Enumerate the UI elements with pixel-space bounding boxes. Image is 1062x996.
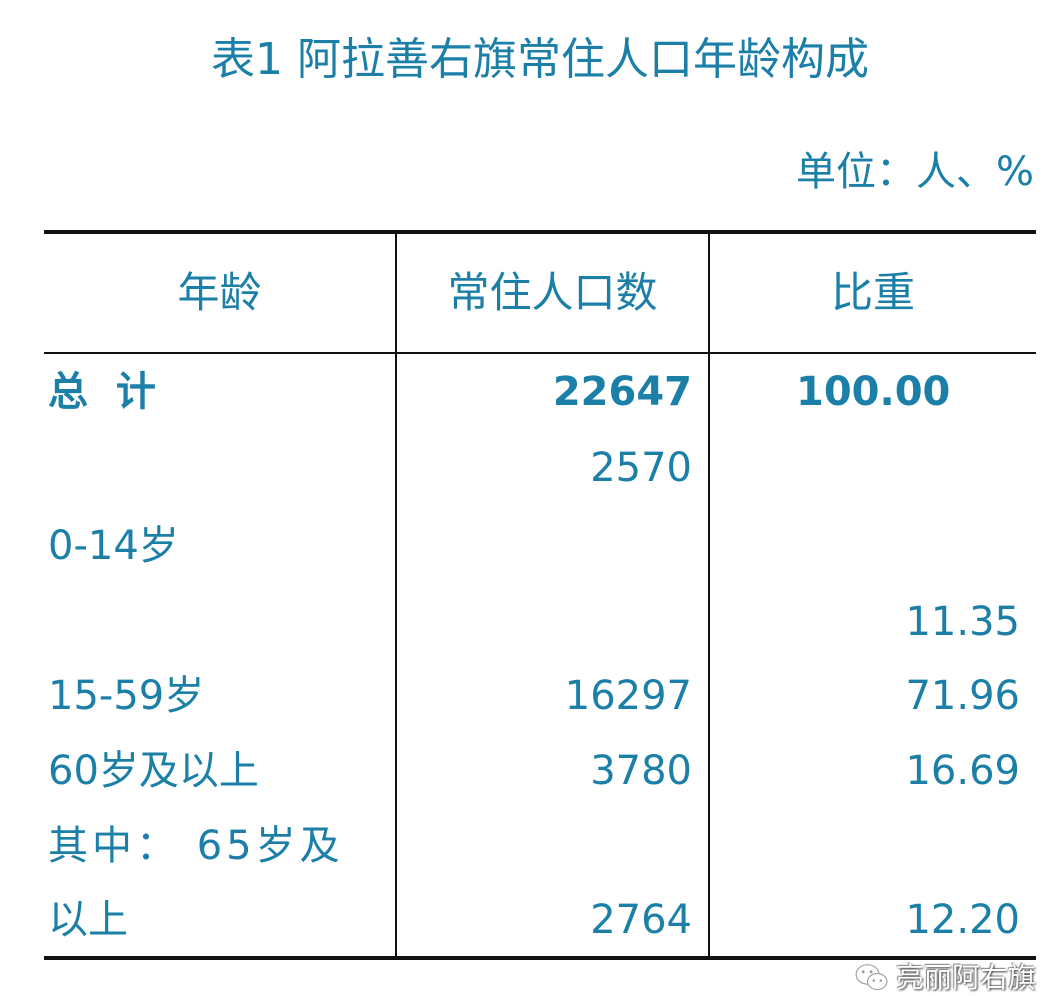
population-value: 3780: [590, 748, 692, 794]
header-rule: [44, 352, 1036, 354]
watermark-text: 亮丽阿右旗: [895, 961, 1036, 994]
bottom-rule: [44, 956, 1036, 960]
share-value: 71.96: [905, 673, 1020, 719]
watermark: 亮丽阿右旗: [854, 963, 1036, 993]
age-label: 15-59岁: [48, 673, 205, 719]
population-value: 2764: [590, 897, 692, 943]
top-rule: [44, 230, 1036, 234]
total-population: 22647: [552, 369, 692, 415]
age-label-line1: 其中： 65岁及: [48, 823, 344, 869]
table-title: 表1 阿拉善右旗常住人口年龄构成: [211, 34, 869, 85]
age-label: 60岁及以上: [48, 748, 259, 794]
population-value: 16297: [564, 673, 692, 719]
wechat-icon: [855, 964, 888, 990]
total-share: 100.00: [796, 369, 951, 415]
total-label: 总 计: [48, 369, 156, 415]
population-value: 2570: [590, 445, 692, 491]
header-population: 常住人口数: [447, 268, 658, 317]
age-label: 0-14岁: [48, 523, 179, 569]
share-value: 11.35: [905, 599, 1020, 645]
age-label-line2: 以上: [48, 897, 128, 943]
share-value: 12.20: [905, 897, 1020, 943]
share-value: 16.69: [905, 748, 1020, 794]
column-divider: [708, 232, 710, 959]
header-share: 比重: [830, 268, 915, 317]
column-divider: [395, 232, 397, 959]
unit-label: 单位：人、%: [795, 149, 1034, 195]
header-age: 年龄: [177, 268, 262, 317]
